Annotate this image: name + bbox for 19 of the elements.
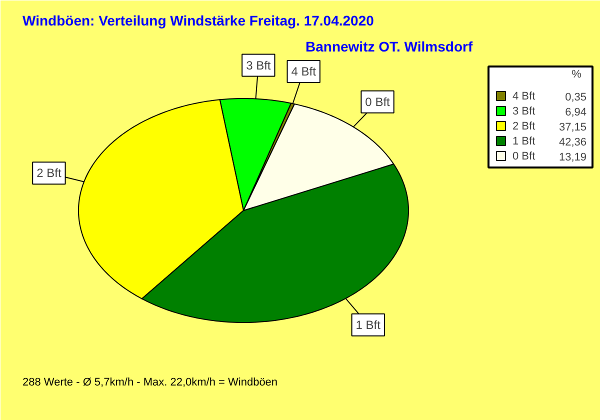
legend-label: 2 Bft <box>512 120 536 132</box>
slice-label: 0 Bft <box>365 94 391 109</box>
data-label: 37,15 <box>558 122 587 134</box>
legend-title: % <box>572 68 582 80</box>
slice-label: 3 Bft <box>246 58 272 72</box>
data-label: 6,94 <box>565 106 587 118</box>
text: 288 Werte - Ø 5,7km/h - Max. 22,0km/h = Windböen <box>22 376 278 388</box>
chart-subtitle: Bannewitz OT. Wilmsdorf <box>306 38 473 54</box>
data-label: 0,35 <box>565 92 587 104</box>
slice-label: 1 Bft <box>356 318 382 332</box>
chart-title: Windböen: Verteilung Windstärke Freitag. 17.04.2020 <box>22 12 374 28</box>
slice-label: 2 Bft <box>36 166 62 180</box>
data-label: 42,36 <box>558 136 587 148</box>
data-label: 13,19 <box>558 152 587 164</box>
legend-label: 4 Bft <box>512 90 536 102</box>
slice-label: 4 Bft <box>291 64 317 79</box>
legend-label: 0 Bft <box>512 150 536 162</box>
legend-label: 1 Bft <box>512 136 536 148</box>
legend-label: 3 Bft <box>512 106 536 118</box>
